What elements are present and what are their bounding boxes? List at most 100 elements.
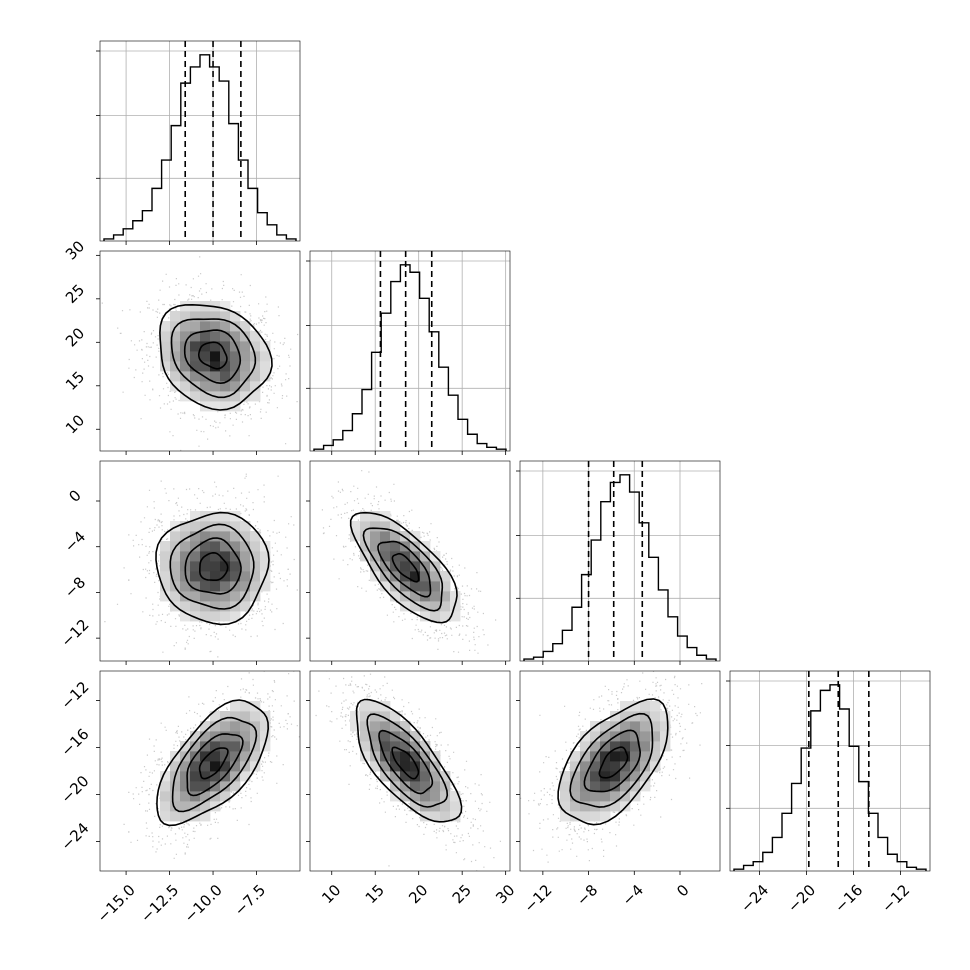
density-cell bbox=[440, 581, 451, 592]
density-cell bbox=[220, 521, 231, 532]
density-cell bbox=[210, 611, 221, 622]
density-cell bbox=[260, 741, 271, 752]
density-cell bbox=[650, 701, 661, 712]
scatter-frame-1-0 bbox=[99, 250, 301, 452]
density-cell bbox=[620, 761, 631, 772]
density-cell bbox=[190, 781, 201, 792]
density-cell bbox=[220, 791, 231, 802]
density-cell bbox=[210, 601, 221, 612]
density-cell bbox=[160, 571, 171, 582]
scatter-frame-2-1 bbox=[309, 460, 511, 662]
density-cell bbox=[200, 741, 211, 752]
density-cell bbox=[660, 711, 671, 722]
density-cell bbox=[570, 811, 581, 822]
density-cell bbox=[180, 591, 191, 602]
density-cell bbox=[250, 741, 261, 752]
density-cell bbox=[230, 541, 241, 552]
density-cell bbox=[370, 561, 381, 572]
y-tick-label-2-3: 0 bbox=[65, 486, 84, 505]
density-cell bbox=[180, 321, 191, 332]
density-cell bbox=[390, 591, 401, 602]
density-cell bbox=[190, 551, 201, 562]
density-cell bbox=[220, 581, 231, 592]
density-cell bbox=[400, 561, 411, 572]
y-tick-label-1-3: 25 bbox=[62, 281, 88, 307]
density-cell bbox=[380, 761, 391, 772]
density-cell bbox=[350, 721, 361, 732]
density-cell bbox=[600, 761, 611, 772]
contour-2-1-3 bbox=[349, 511, 458, 624]
density-cell bbox=[190, 771, 201, 782]
y-tick-label-1-0: 10 bbox=[62, 411, 88, 437]
density-cell bbox=[180, 331, 191, 342]
density-cell bbox=[450, 591, 461, 602]
density-cell bbox=[440, 611, 451, 622]
density-cell bbox=[450, 611, 461, 622]
density-cell bbox=[190, 511, 201, 522]
density-cell bbox=[370, 521, 381, 532]
y-tick-label-3-1: −20 bbox=[57, 772, 92, 807]
contour-3-2-3 bbox=[557, 698, 669, 826]
density-cell bbox=[600, 811, 611, 822]
density-cell bbox=[200, 721, 211, 732]
contour-3-2-2 bbox=[569, 712, 654, 808]
density-cell bbox=[180, 371, 191, 382]
density-cell bbox=[450, 801, 461, 812]
density-cell bbox=[240, 701, 251, 712]
density-cell bbox=[210, 351, 221, 362]
density-cell bbox=[210, 581, 221, 592]
contour-2-1-1 bbox=[377, 540, 432, 598]
density-cell bbox=[570, 801, 581, 812]
scatter-frame-2-0 bbox=[99, 460, 301, 662]
density-cell bbox=[360, 731, 371, 742]
contour-3-0-2 bbox=[171, 716, 258, 813]
density-cell bbox=[220, 591, 231, 602]
density-cell bbox=[200, 381, 211, 392]
density-cell bbox=[210, 371, 221, 382]
density-cell bbox=[380, 531, 391, 542]
x-tick-label-1-3: 25 bbox=[449, 881, 475, 907]
density-cell bbox=[260, 371, 271, 382]
density-cell bbox=[220, 341, 231, 352]
density-cell bbox=[210, 761, 221, 772]
density-cell bbox=[220, 371, 231, 382]
y-tick-label-3-3: −12 bbox=[57, 678, 92, 713]
scatter-frame-3-0 bbox=[99, 670, 301, 872]
density-cell bbox=[160, 771, 171, 782]
density-cell bbox=[240, 711, 251, 722]
density-cell bbox=[250, 721, 261, 732]
density-cell bbox=[210, 751, 221, 762]
density-cell bbox=[600, 751, 611, 762]
density-cell bbox=[180, 541, 191, 552]
density-cell bbox=[240, 731, 251, 742]
density-cell bbox=[580, 761, 591, 772]
density-cell bbox=[570, 771, 581, 782]
density-cell bbox=[220, 761, 231, 772]
x-tick-label-3-0: −24 bbox=[737, 881, 772, 916]
density-cell bbox=[440, 771, 451, 782]
density-cell bbox=[240, 521, 251, 532]
density-cell bbox=[250, 371, 261, 382]
density-cell bbox=[590, 791, 601, 802]
density-cell bbox=[450, 791, 461, 802]
density-cell bbox=[250, 391, 261, 402]
density-cell bbox=[420, 741, 431, 752]
density-cell bbox=[190, 361, 201, 372]
density-cell bbox=[380, 731, 391, 742]
x-tick-label-1-4: 30 bbox=[492, 881, 518, 907]
contour-2-0-3 bbox=[155, 511, 270, 626]
density-cell bbox=[200, 731, 211, 742]
density-cell bbox=[390, 521, 401, 532]
density-cell bbox=[220, 711, 231, 722]
density-cell bbox=[560, 781, 571, 792]
density-cell bbox=[360, 741, 371, 752]
density-cell bbox=[370, 721, 381, 732]
density-cell bbox=[240, 601, 251, 612]
density-cell bbox=[250, 531, 261, 542]
x-tick-label-2-1: −8 bbox=[573, 881, 601, 909]
density-cell bbox=[410, 781, 421, 792]
density-cell bbox=[180, 741, 191, 752]
density-cell bbox=[410, 571, 421, 582]
density-cell bbox=[170, 551, 181, 562]
density-cell bbox=[620, 771, 631, 782]
